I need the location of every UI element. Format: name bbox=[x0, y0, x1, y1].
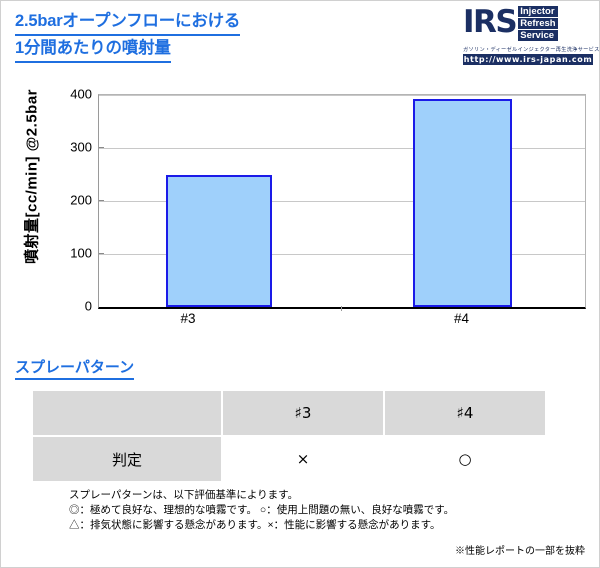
page-title-line-1: 2.5barオープンフローにおける bbox=[15, 9, 240, 36]
spray-pattern-heading: スプレーパターン bbox=[15, 358, 135, 380]
logo-main-row: IRS Injector Refresh Service bbox=[463, 5, 593, 45]
judgement-value-injector-3: × bbox=[223, 437, 383, 481]
irs-logo: IRS Injector Refresh Service ガソリン・ディーゼルイ… bbox=[463, 5, 600, 65]
plot-area bbox=[98, 94, 586, 309]
gridline-200 bbox=[99, 201, 585, 202]
x-axis-label-injector-3: #3 bbox=[180, 311, 196, 326]
page-title-line-2: 1分間あたりの噴射量 bbox=[15, 36, 171, 63]
gridline-300 bbox=[99, 148, 585, 149]
logo-wordmark: Injector Refresh Service bbox=[518, 6, 558, 42]
criteria-note-line-1: スプレーパターンは、以下評価基準によります。 bbox=[69, 489, 299, 501]
page-title: 2.5barオープンフローにおける 1分間あたりの噴射量 bbox=[15, 9, 375, 63]
spray-pattern-judgement-table: ♯3 ♯4 判定 × ○ bbox=[31, 389, 547, 483]
x-axis-center-tick bbox=[341, 306, 342, 311]
table-header-injector-3: ♯3 bbox=[223, 391, 383, 435]
evaluation-criteria-notes: スプレーパターンは、以下評価基準によります。 ◎：極めて良好な、理想的な噴霧です… bbox=[69, 488, 539, 533]
gridline-100 bbox=[99, 254, 585, 255]
logo-brand-text: IRS bbox=[463, 4, 518, 40]
logo-url[interactable]: http://www.irs-japan.com bbox=[463, 54, 593, 65]
table-header-injector-4: ♯4 bbox=[385, 391, 545, 435]
logo-word-refresh: Refresh bbox=[518, 18, 558, 29]
y-tick-mark-100 bbox=[98, 253, 104, 254]
y-axis-title: 噴射量[cc/min] @2.5bar bbox=[23, 89, 41, 264]
y-tick-label-100: 100 bbox=[70, 245, 92, 261]
criteria-note-line-3: △：排気状態に影響する懸念があります。×：性能に影響する懸念があります。 bbox=[69, 519, 441, 531]
logo-tagline: ガソリン・ディーゼルインジェクター再生洗浄サービス bbox=[463, 47, 600, 53]
judgement-value-injector-4: ○ bbox=[385, 437, 545, 481]
criteria-note-line-2: ◎：極めて良好な、理想的な噴霧です。 ○：使用上問題の無い、良好な噴霧です。 bbox=[69, 504, 455, 516]
gridline-400 bbox=[99, 95, 585, 96]
table-corner-cell bbox=[33, 391, 221, 435]
logo-word-injector: Injector bbox=[518, 6, 558, 17]
bar-injector-4 bbox=[413, 99, 512, 307]
logo-word-service: Service bbox=[518, 30, 558, 41]
row-label-judgement: 判定 bbox=[33, 437, 221, 481]
x-axis-label-injector-4: #4 bbox=[453, 311, 470, 326]
y-axis-tick-labels: 0 100 200 300 400 bbox=[46, 87, 92, 314]
y-tick-label-0: 0 bbox=[84, 298, 92, 314]
y-tick-mark-200 bbox=[98, 200, 104, 201]
injection-volume-bar-chart: 噴射量[cc/min] @2.5bar 0 100 200 300 400 #3… bbox=[1, 71, 599, 336]
report-footnote: ※性能レポートの一部を抜粋 bbox=[455, 546, 585, 557]
y-tick-label-400: 400 bbox=[70, 86, 92, 102]
y-tick-mark-300 bbox=[98, 147, 104, 148]
y-tick-label-300: 300 bbox=[70, 139, 92, 155]
y-tick-label-200: 200 bbox=[70, 192, 92, 208]
bar-injector-3 bbox=[166, 175, 272, 307]
table-row: 判定 × ○ bbox=[33, 437, 545, 481]
page-header: 2.5barオープンフローにおける 1分間あたりの噴射量 IRS Injecto… bbox=[1, 1, 600, 69]
table-header-row: ♯3 ♯4 bbox=[33, 391, 545, 435]
